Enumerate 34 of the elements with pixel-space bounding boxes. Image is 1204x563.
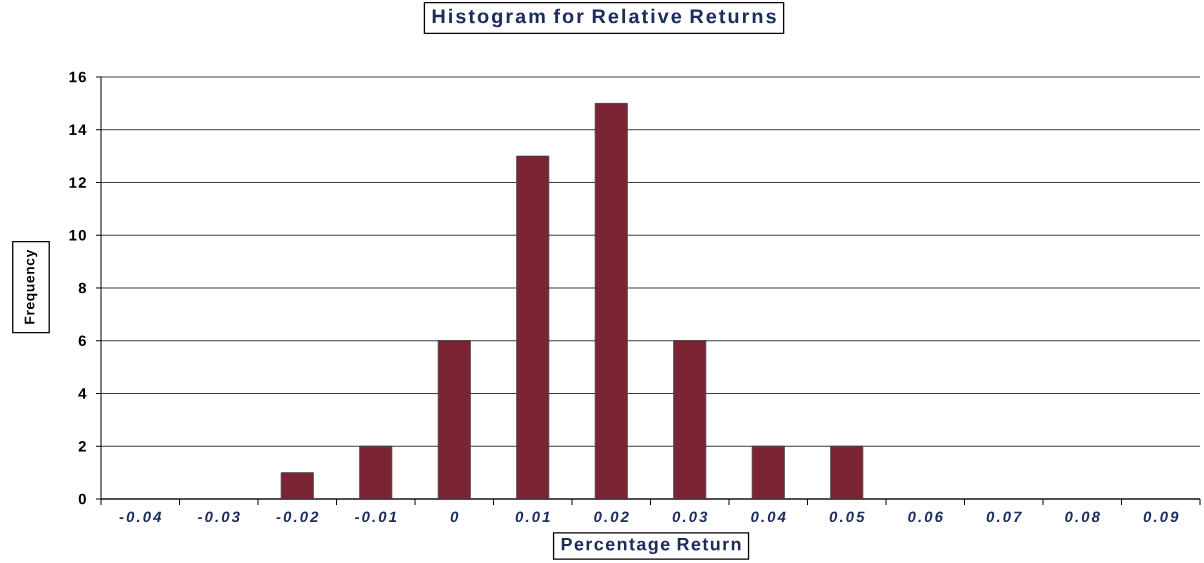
y-tick-label: 14 [69,124,87,135]
y-tick-label: 16 [69,71,86,83]
bar [830,445,864,499]
bar [516,155,550,499]
bar [751,445,785,499]
x-tick-label: 0.06 [908,511,944,523]
y-tick-label: 4 [78,388,87,399]
bar [594,102,628,499]
x-tick-label: 0.02 [594,511,629,523]
x-tick-label: -0.01 [354,511,397,523]
x-tick-label: 0.03 [672,511,708,523]
x-tick-label: 0.05 [829,511,865,523]
x-tick-label: 0.01 [515,511,550,523]
bar [280,472,314,499]
y-tick-label: 6 [78,335,86,347]
bar [359,445,393,499]
x-tick-label: 0.08 [1065,511,1100,523]
y-tick-label: 10 [69,229,86,241]
bar [437,340,471,499]
x-tick-label: 0.07 [986,511,1023,523]
x-tick-label: -0.04 [119,511,162,523]
bar [673,340,707,499]
x-tick-label: -0.03 [197,511,240,523]
y-axis-title: Frequency [24,249,38,324]
y-tick-label: 2 [78,441,86,452]
y-tick-label: 0 [78,493,86,505]
x-axis-title: Percentage Return [561,537,741,555]
chart-title: Histogram for Relative Returns [432,8,776,28]
x-tick-label: 0.04 [751,511,786,523]
x-tick-label: 0.09 [1143,511,1179,523]
x-tick-label: -0.02 [276,511,319,523]
y-tick-label: 8 [78,282,87,294]
y-tick-label: 12 [69,177,86,188]
x-tick-label: 0 [450,511,459,523]
